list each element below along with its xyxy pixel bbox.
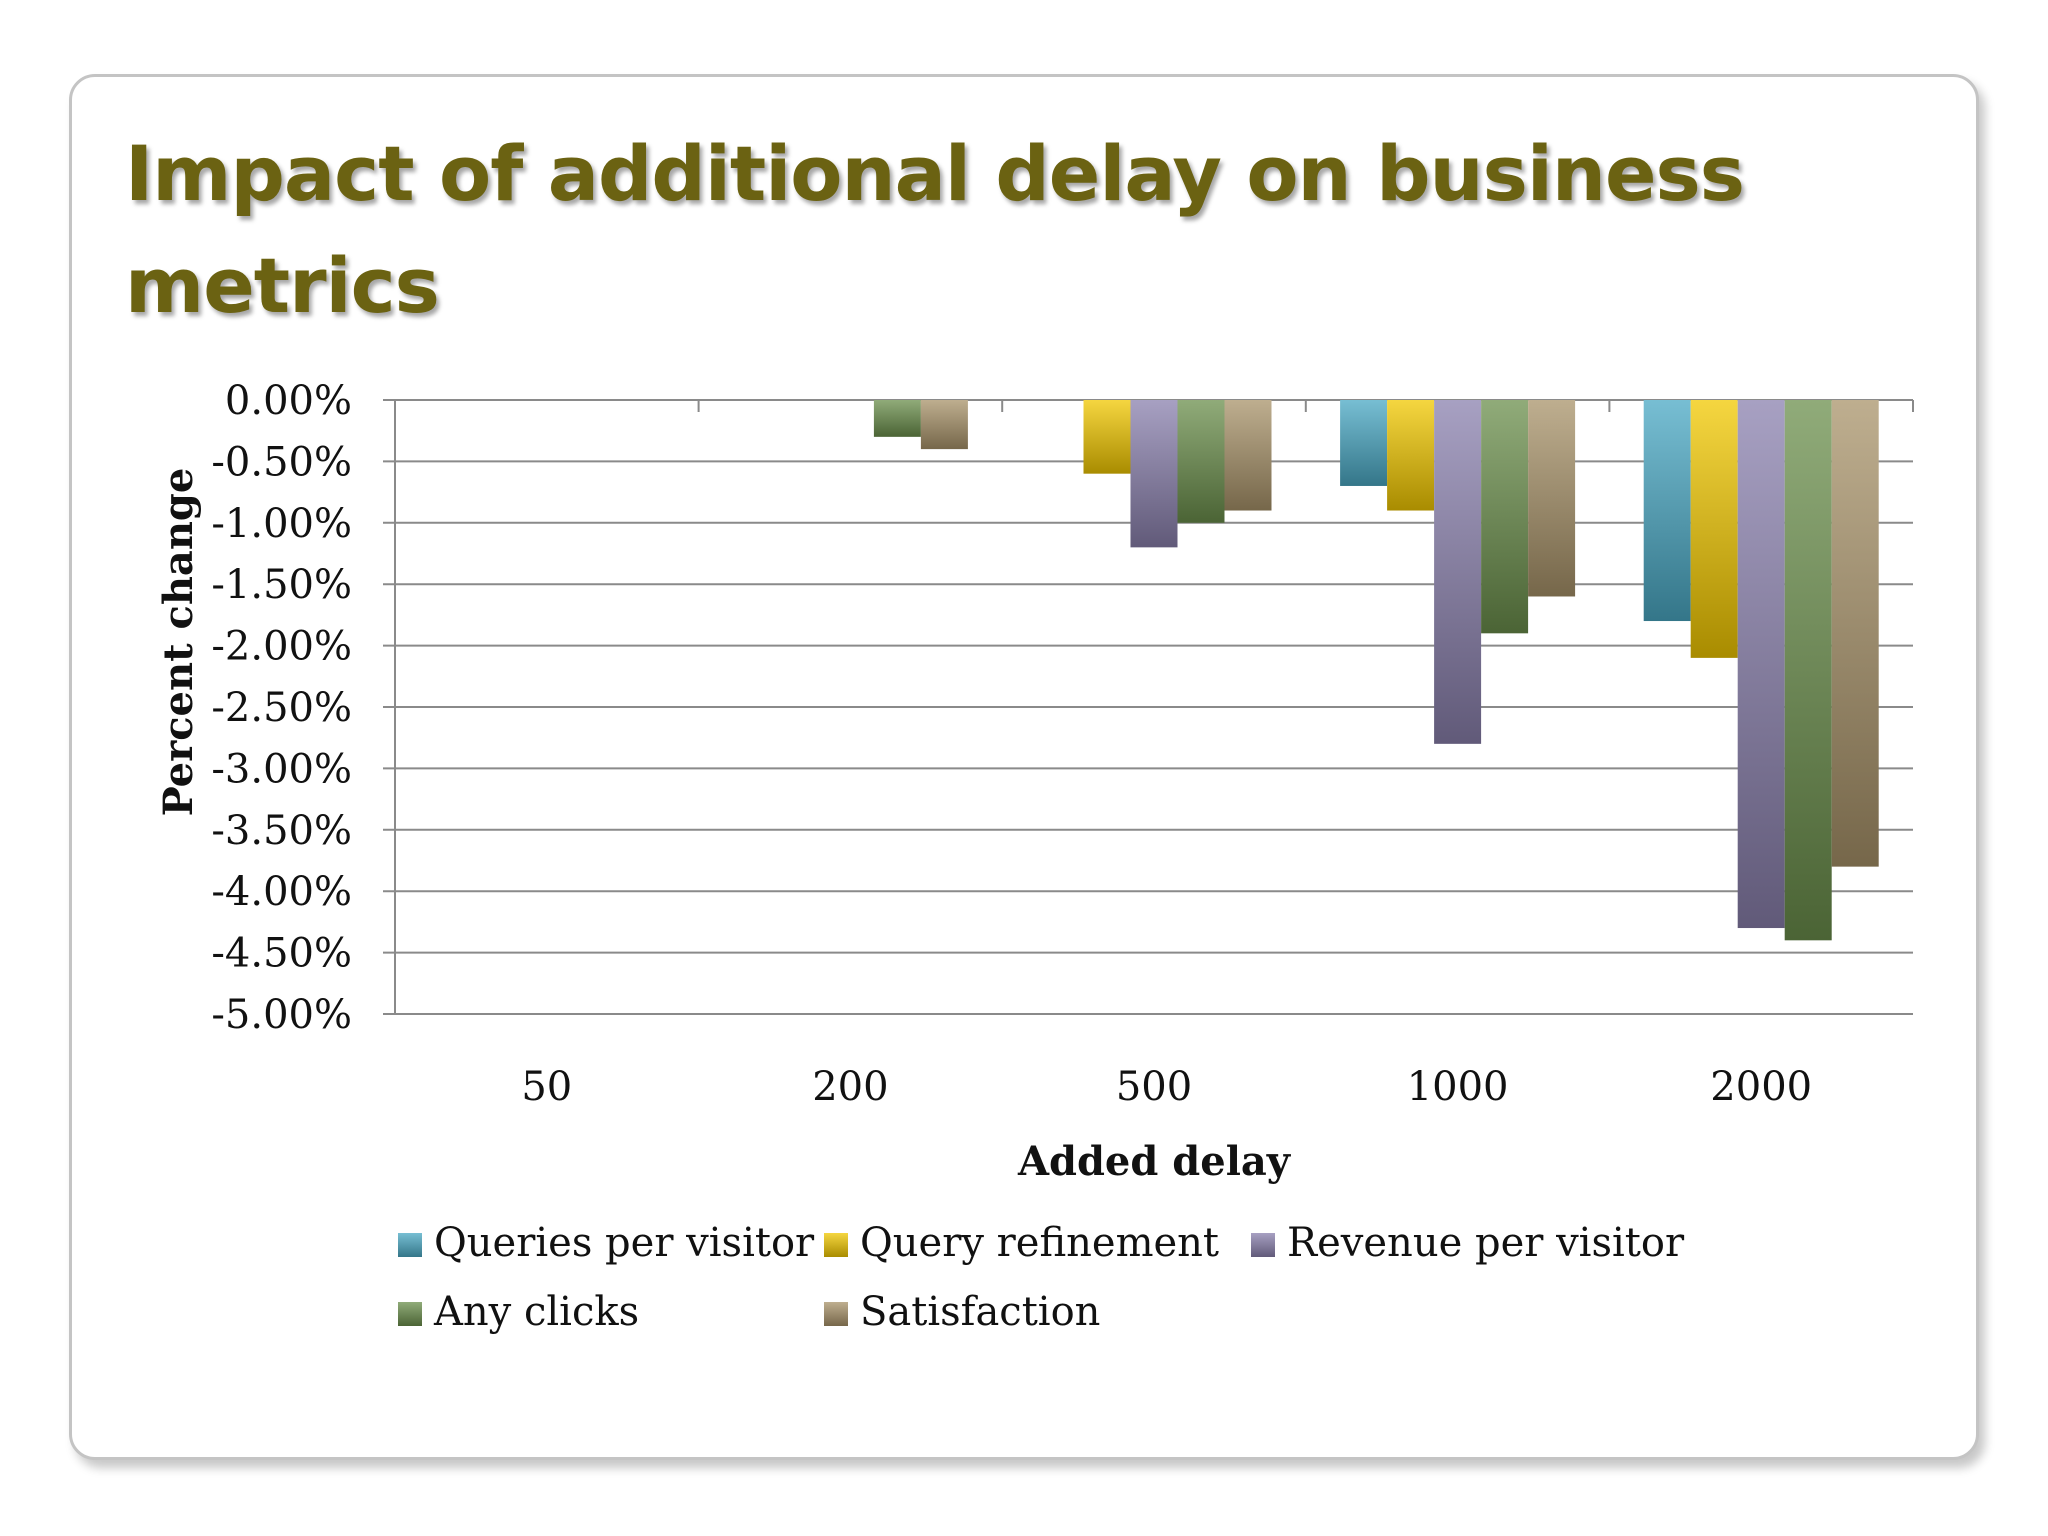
y-tick-label: -0.50% (211, 439, 352, 485)
bar-query-refinement-2000 (1690, 400, 1738, 658)
y-tick-label: -2.50% (211, 685, 352, 731)
bar-queries-per-visitor-1000 (1340, 400, 1388, 486)
y-tick-label: -2.00% (211, 624, 352, 670)
slide-card (69, 74, 1979, 1460)
x-tick-label: 50 (521, 1064, 572, 1110)
x-tick-label: 1000 (1407, 1064, 1509, 1110)
bar-revenue-per-visitor-1000 (1434, 400, 1482, 744)
y-tick-label: -1.00% (211, 501, 352, 547)
x-axis-title: Added delay (1017, 1138, 1292, 1185)
legend-label-any-clicks: Any clicks (433, 1289, 639, 1335)
legend-swatch-query-refinement (824, 1233, 848, 1257)
bar-satisfaction-1000 (1528, 400, 1576, 597)
bar-revenue-per-visitor-500 (1130, 400, 1178, 548)
bar-any-clicks-200 (873, 400, 921, 437)
legend-swatch-satisfaction (824, 1302, 848, 1326)
y-tick-label: 0.00% (225, 378, 352, 424)
x-tick-label: 200 (812, 1064, 888, 1110)
legend-swatch-revenue-per-visitor (1251, 1233, 1275, 1257)
bar-satisfaction-2000 (1831, 400, 1879, 867)
x-tick-label: 2000 (1710, 1064, 1812, 1110)
bar-revenue-per-visitor-2000 (1737, 400, 1785, 929)
bar-satisfaction-200 (920, 400, 968, 450)
y-tick-label: -3.50% (211, 808, 352, 854)
y-tick-label: -3.00% (211, 746, 352, 792)
legend-swatch-queries-per-visitor (398, 1233, 422, 1257)
bar-query-refinement-1000 (1387, 400, 1435, 511)
axes: 0.00% -0.50% -1.00% -1.50% -2.00% -2.50% -3.00… (155, 378, 1914, 1185)
y-tick-label: -4.00% (211, 869, 352, 915)
bars (873, 400, 1879, 941)
x-tick-label: 500 (1116, 1064, 1192, 1110)
bar-any-clicks-1000 (1481, 400, 1529, 634)
y-tick-label: -4.50% (211, 931, 352, 977)
legend-label-satisfaction: Satisfaction (860, 1289, 1100, 1335)
bar-any-clicks-500 (1177, 400, 1225, 523)
legend-swatch-any-clicks (398, 1302, 422, 1326)
y-axis-title: Percent change (155, 468, 202, 817)
legend-label-revenue-per-visitor: Revenue per visitor (1287, 1220, 1685, 1266)
bar-satisfaction-500 (1224, 400, 1272, 511)
bar-any-clicks-2000 (1784, 400, 1832, 941)
legend: Queries per visitor Query refinement Reven… (398, 1220, 1685, 1335)
bar-queries-per-visitor-2000 (1643, 400, 1691, 622)
y-tick-label: -5.00% (211, 992, 352, 1038)
legend-label-queries-per-visitor: Queries per visitor (434, 1220, 815, 1266)
y-tick-label: -1.50% (211, 562, 352, 608)
slide-title: Impact of additional delay on business m… (125, 129, 1745, 330)
legend-label-query-refinement: Query refinement (860, 1220, 1219, 1266)
bar-query-refinement-500 (1083, 400, 1131, 474)
